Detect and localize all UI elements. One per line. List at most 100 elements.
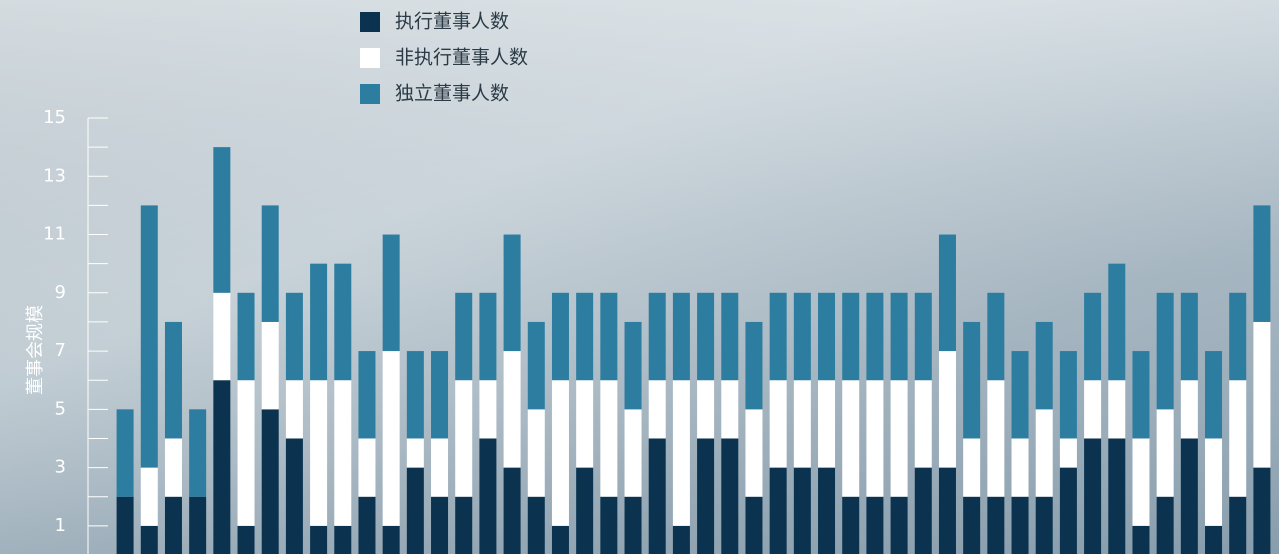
legend-swatch [360,12,380,32]
y-axis-label: 董事会规模 [25,305,46,395]
bar-segment [310,525,328,554]
bar-segment [455,380,473,497]
bar-segment [1011,438,1029,497]
bar-segment [600,292,618,381]
bar-segment [527,321,545,410]
bar-segment [116,409,134,497]
bar-segment [793,292,811,381]
bar-segment [1156,496,1174,554]
bar-segment [697,438,715,554]
y-tick-label: 9 [55,282,66,303]
bar-segment [1229,292,1247,381]
bar-segment [624,496,642,554]
bar-segment [721,438,739,554]
bar-segment [431,438,449,497]
legend-swatch [360,84,380,104]
bar-segment [1084,380,1102,439]
bar-segment [793,467,811,554]
bar-segment [914,380,932,468]
bar-segment [1011,496,1029,554]
bar-segment [1156,409,1174,497]
bar-segment [358,351,376,439]
bar-segment [963,496,981,554]
bar-segment [551,525,569,554]
bar-segment [1205,525,1223,554]
bar-segment [697,380,715,439]
bar-segment [479,438,497,554]
bar-segment [406,467,424,554]
bar-segment [189,409,207,497]
bar-segment [503,351,521,468]
bar-segment [1059,351,1077,439]
bar-segment [479,380,497,439]
bar-segment [1253,467,1271,554]
bar-segment [1059,438,1077,468]
bar-segment [503,467,521,554]
legend-label: 执行董事人数 [395,11,509,33]
bar-segment [261,205,279,322]
bar-segment [1108,438,1126,554]
y-tick-label: 13 [43,165,66,186]
bar-segment [551,380,569,526]
bar-segment [600,496,618,554]
bar-segment [382,525,400,554]
bar-segment [938,234,956,352]
bar-segment [1205,351,1223,439]
bar-segment [672,292,690,381]
bar-segment [310,263,328,381]
bar-segment [261,321,279,410]
bar-segment [624,321,642,410]
bar-segment [769,467,787,554]
bar-segment [914,292,932,381]
bar-segment [648,380,666,439]
bar-segment [189,496,207,554]
bar-segment [1035,321,1053,410]
y-tick-label: 5 [55,398,66,419]
bar-segment [1084,292,1102,381]
bar-segment [890,380,908,497]
bar-segment [721,380,739,439]
bar-segment [1059,467,1077,554]
y-tick-label: 1 [55,515,66,536]
bar-segment [1180,438,1198,554]
bar-segment [1205,438,1223,526]
y-tick-label: 7 [55,340,66,361]
bar-segment [479,292,497,381]
bar-segment [431,496,449,554]
bar-segment [648,438,666,554]
bar-segment [213,147,231,293]
bar-segment [213,292,231,381]
bar-segment [164,496,182,554]
bar-segment [914,467,932,554]
bar-segment [890,292,908,381]
bar-segment [455,292,473,381]
legend-label: 非执行董事人数 [395,47,528,69]
bar-segment [164,321,182,439]
bar-segment [963,438,981,497]
bar-segment [721,292,739,381]
bar-segment [842,292,860,381]
bar-segment [1180,380,1198,439]
bar-segment [285,438,303,554]
bar-segment [1253,205,1271,322]
bar-segment [987,496,1005,554]
bar-segment [334,380,352,526]
bar-segment [382,234,400,352]
bar-segment [576,467,594,554]
bar-segment [600,380,618,497]
bar-segment [745,496,763,554]
bar-segment [310,380,328,526]
bar-segment [769,292,787,381]
bar-segment [745,409,763,497]
bar-segment [866,496,884,554]
bar-segment [334,525,352,554]
y-tick-label: 11 [43,224,66,245]
bar-segment [237,292,255,381]
bar-segment [285,380,303,439]
bar-segment [672,525,690,554]
bar-segment [1035,496,1053,554]
legend-label: 独立董事人数 [395,83,509,105]
bar-segment [431,351,449,439]
bar-segment [1229,380,1247,497]
